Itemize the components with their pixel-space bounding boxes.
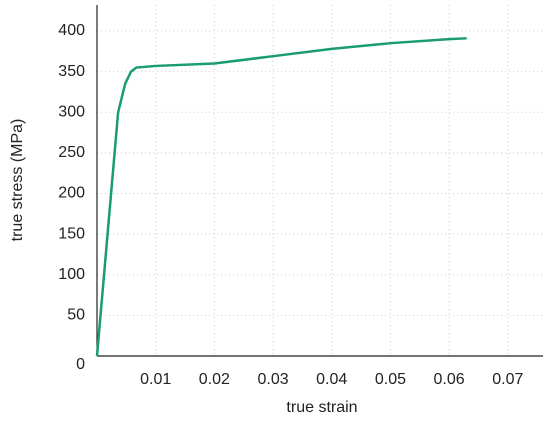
y-tick-label: 200 (58, 185, 85, 202)
x-tick-label: 0.04 (316, 371, 347, 388)
x-tick-label: 0.02 (199, 371, 230, 388)
y-axis-label: true stress (MPa) (9, 119, 26, 242)
y-tick-label: 100 (58, 266, 85, 283)
y-tick-label: 0 (76, 356, 85, 373)
y-tick-label: 250 (58, 144, 85, 161)
x-tick-label: 0.06 (434, 371, 465, 388)
x-axis-label: true strain (286, 399, 357, 416)
y-tick-label: 50 (67, 307, 85, 324)
data-line (95, 37, 467, 357)
x-tick-label: 0.07 (492, 371, 523, 388)
y-tick-label: 350 (58, 63, 85, 80)
x-tick-label: 0.03 (257, 371, 288, 388)
y-tick-label: 400 (58, 22, 85, 39)
x-tick-label: 0.05 (375, 371, 406, 388)
y-tick-label: 150 (58, 225, 85, 242)
y-tick-label: 300 (58, 103, 85, 120)
x-tick-label: 0.01 (140, 371, 171, 388)
